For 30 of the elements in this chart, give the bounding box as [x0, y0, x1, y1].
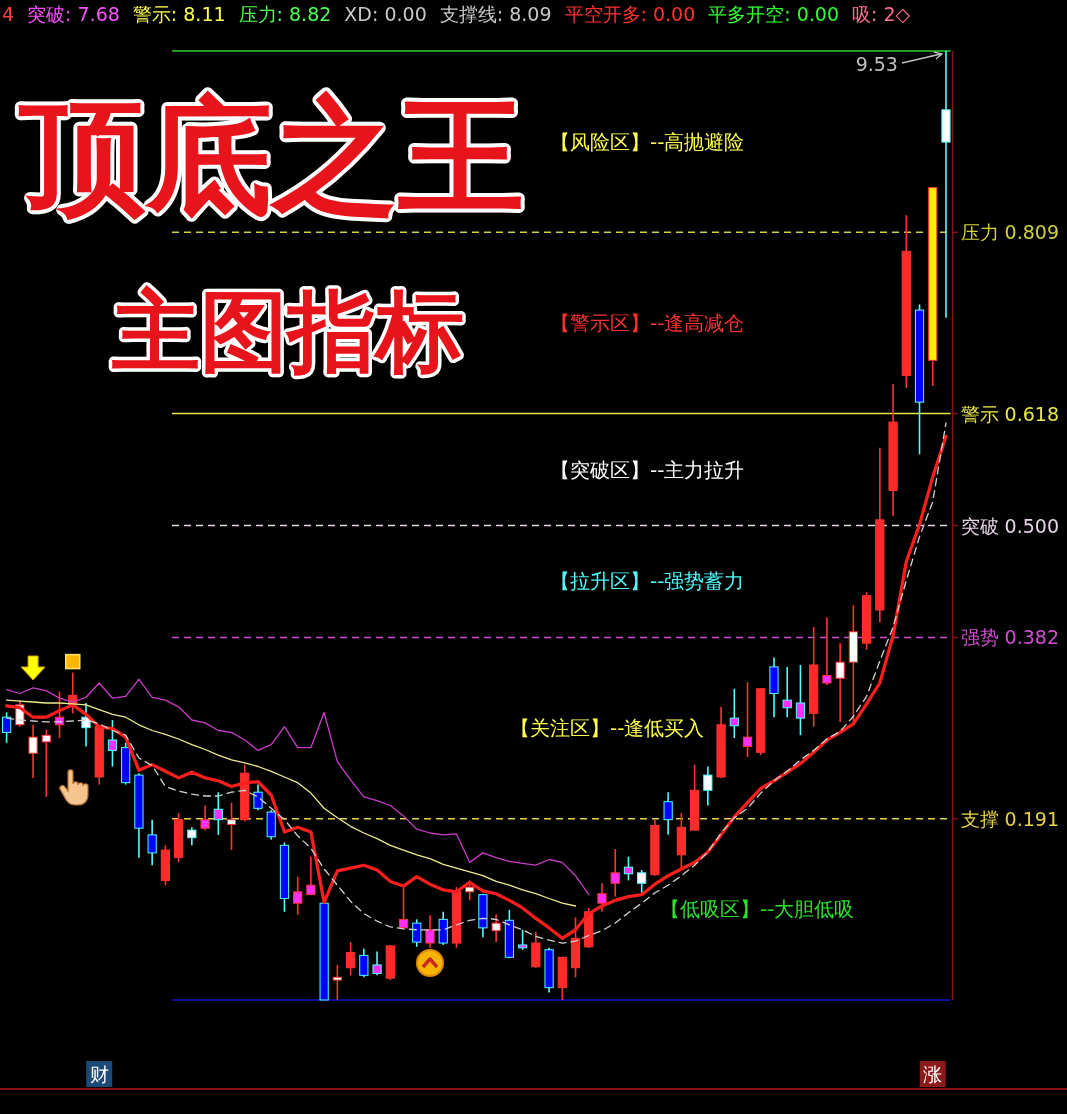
y-tick-label: 0.382	[1004, 626, 1059, 649]
annotation: 突破: 7.68	[27, 3, 120, 25]
annotation: 财	[86, 1061, 113, 1087]
annotation: 警示: 8.11	[132, 3, 226, 25]
annotation: 【风险区】--高抛避险	[550, 129, 745, 154]
annotation: 【拉升区】--强势蓄力	[550, 569, 745, 594]
ref-label: 强势	[960, 626, 999, 649]
y-tick-label: 0.618	[1004, 402, 1059, 425]
annotation: 平多开空: 0.00	[708, 3, 839, 25]
annotation: 【低吸区】--大胆低吸	[660, 897, 855, 922]
y-tick-label: 0.500	[1004, 514, 1059, 537]
ref-label: 支撑	[960, 807, 999, 830]
title: 顶底之王	[20, 83, 524, 230]
y-tick-label: 0.191	[1004, 807, 1059, 830]
annotation: 平空开多: 0.00	[564, 3, 696, 25]
annotation: 压力: 8.82	[238, 3, 332, 25]
ref-label: 突破	[960, 514, 999, 537]
annotation: 涨	[919, 1061, 946, 1087]
annotation: 支撑线: 8.09	[439, 3, 552, 25]
ref-label: 压力	[960, 221, 999, 244]
annotation: 吸: 2◇	[852, 3, 911, 25]
annotation: XD: 0.00	[344, 3, 427, 25]
subtitle: 主图指标	[112, 280, 464, 383]
annotation: 【警示区】--逢高减仓	[550, 310, 745, 335]
y-tick-label: 0.809	[1004, 221, 1059, 244]
ref-label: 警示	[960, 402, 999, 425]
annotation: 【突破区】--主力拉升	[550, 457, 745, 482]
annotation: 4	[2, 3, 15, 25]
annotation: 【关注区】--逢低买入	[510, 716, 705, 741]
annotation: 9.53	[855, 53, 898, 75]
